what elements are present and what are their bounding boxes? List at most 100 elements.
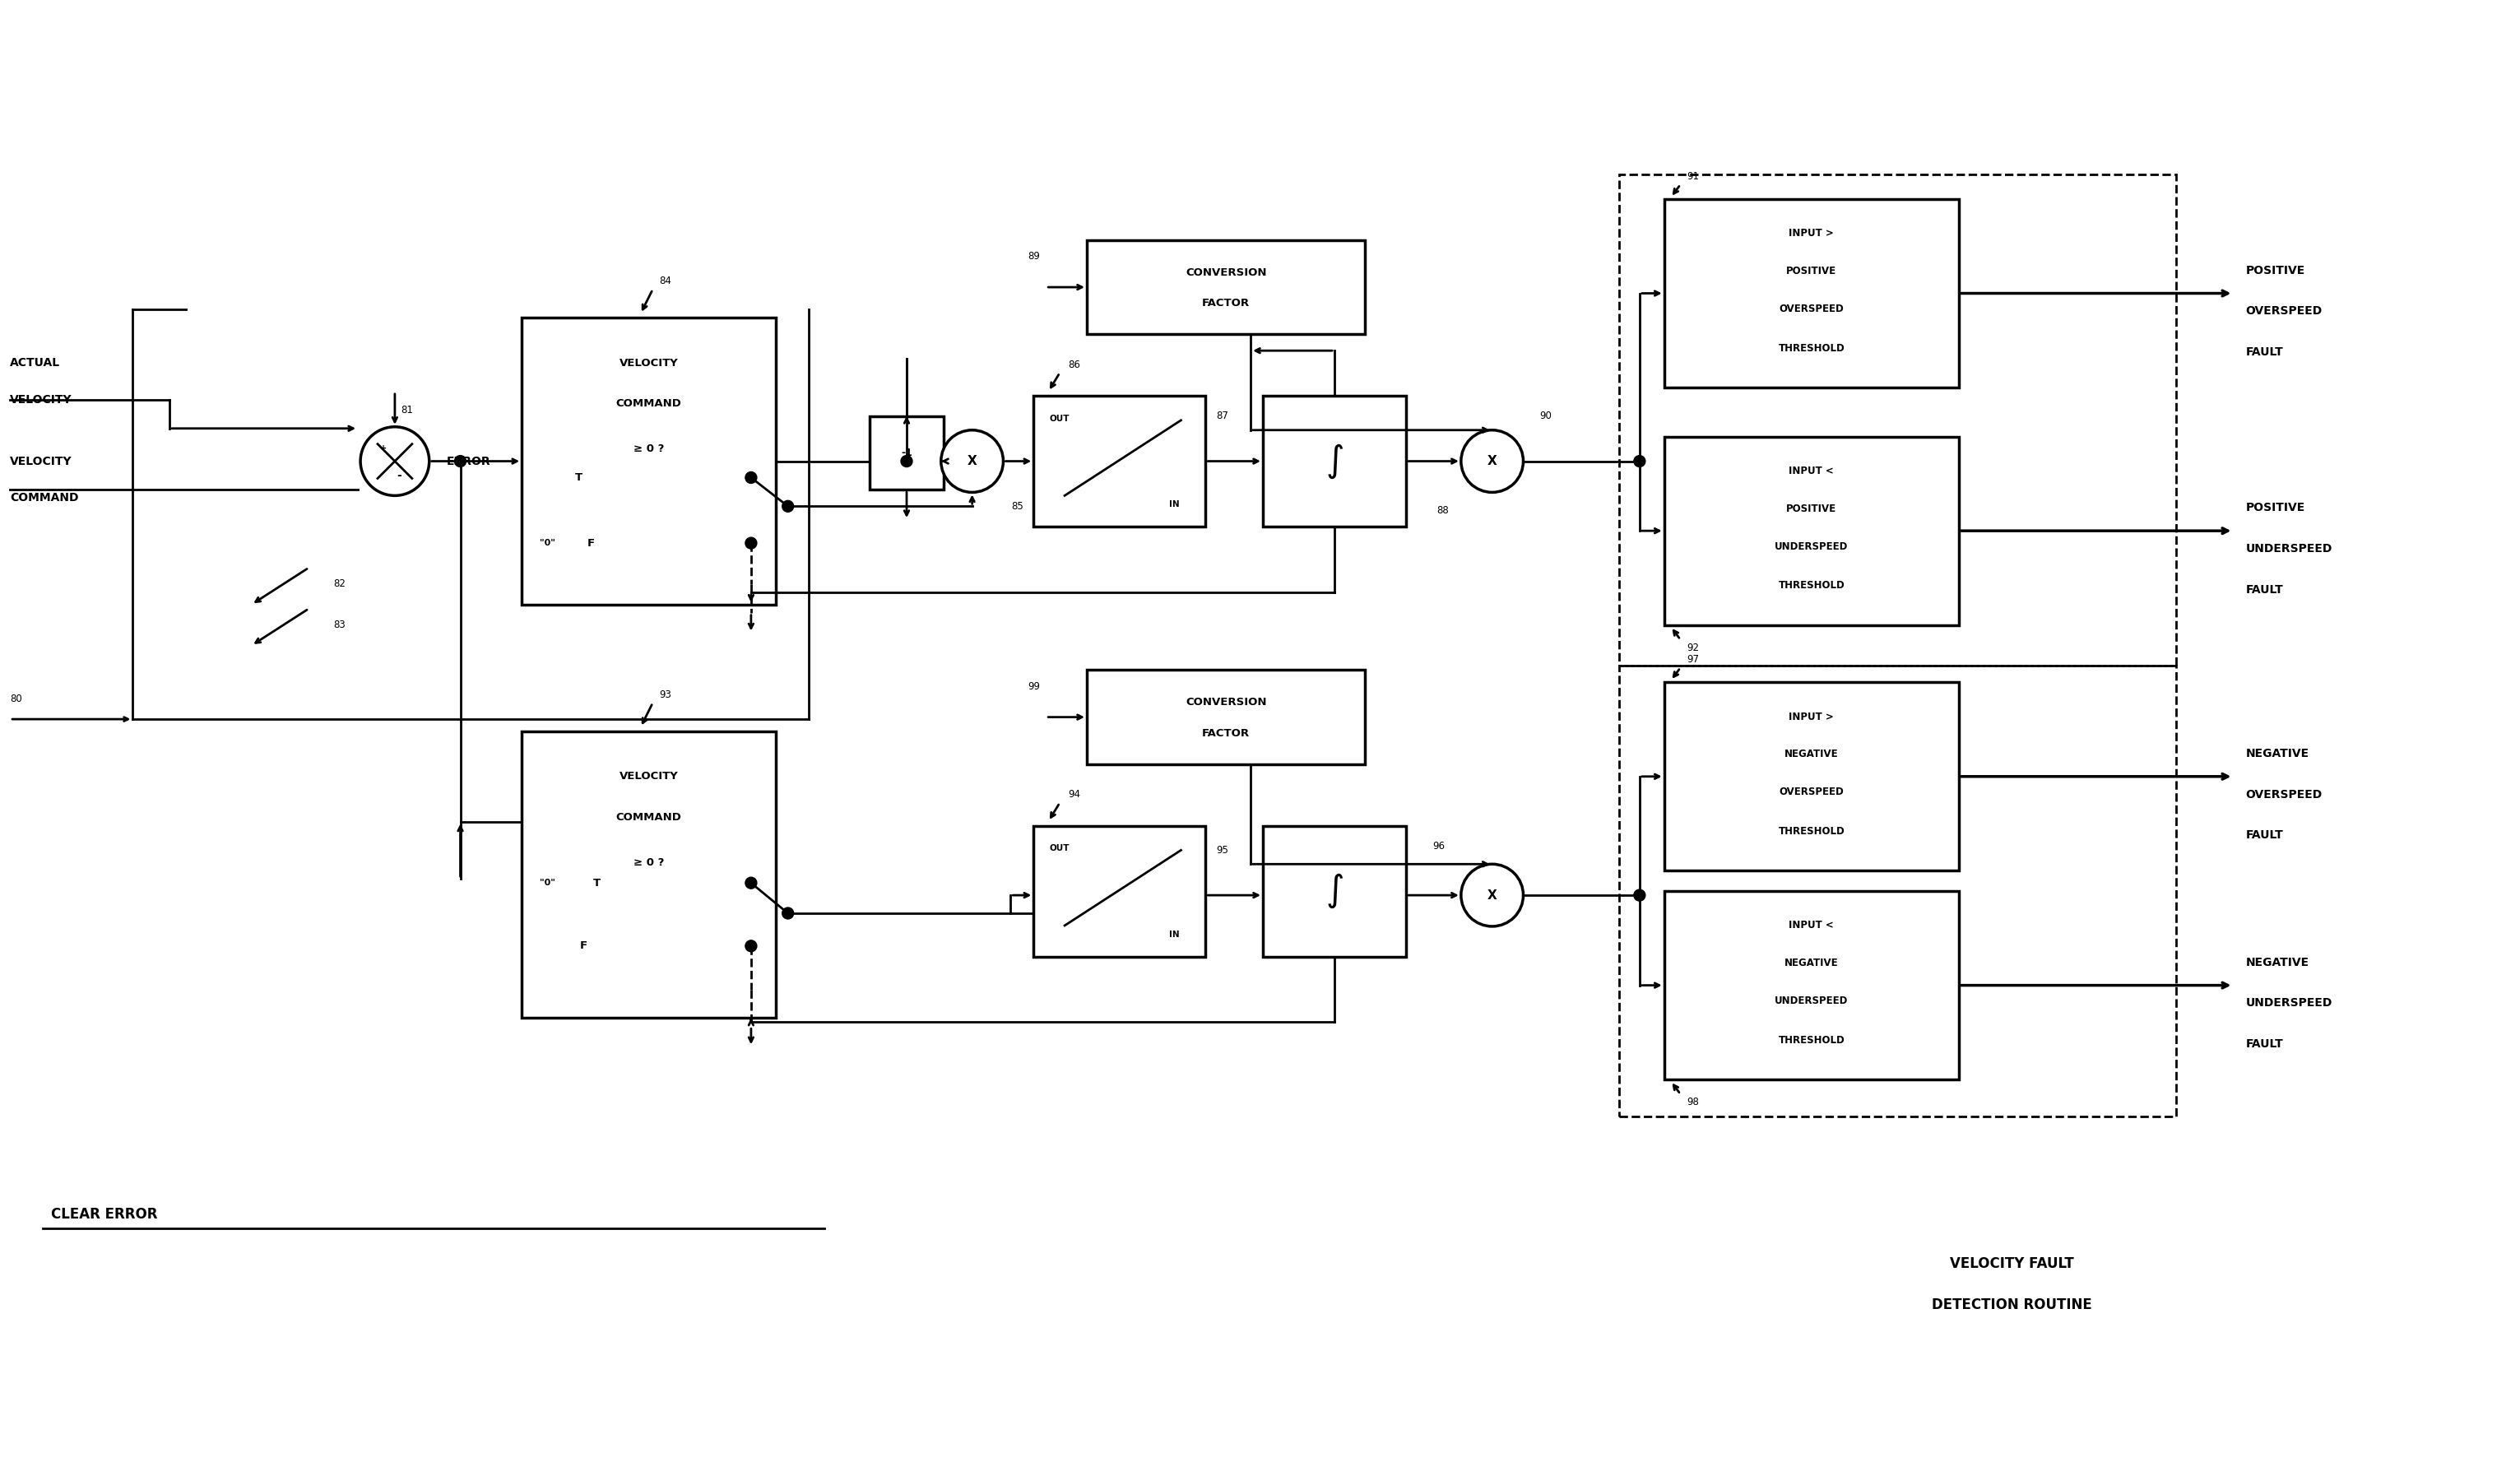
- Text: 99: 99: [1028, 680, 1041, 692]
- Text: THRESHOLD: THRESHOLD: [1779, 580, 1845, 590]
- Text: VELOCITY FAULT: VELOCITY FAULT: [1950, 1256, 2074, 1271]
- Text: FAULT: FAULT: [2245, 584, 2283, 595]
- Text: COMMAND: COMMAND: [10, 493, 78, 503]
- Text: $\int$: $\int$: [1326, 872, 1343, 911]
- Circle shape: [1462, 863, 1522, 927]
- Text: 93: 93: [658, 689, 670, 700]
- Text: 94: 94: [1068, 790, 1081, 800]
- Text: $\int$: $\int$: [1326, 443, 1343, 480]
- Text: 97: 97: [1686, 654, 1698, 664]
- Text: OVERSPEED: OVERSPEED: [2245, 788, 2323, 800]
- Bar: [1663, 892, 1958, 1079]
- Text: 88: 88: [1436, 505, 1449, 515]
- Text: 84: 84: [658, 276, 670, 286]
- Text: POSITIVE: POSITIVE: [1787, 503, 1837, 514]
- Text: CLEAR ERROR: CLEAR ERROR: [50, 1207, 156, 1222]
- Text: 83: 83: [333, 620, 345, 630]
- Text: 81: 81: [401, 404, 413, 416]
- Text: VELOCITY: VELOCITY: [10, 456, 73, 466]
- Text: 89: 89: [1028, 251, 1041, 261]
- Text: OUT: OUT: [1051, 415, 1071, 422]
- Text: OVERSPEED: OVERSPEED: [2245, 306, 2323, 317]
- Text: 90: 90: [1540, 410, 1552, 422]
- Text: DETECTION ROUTINE: DETECTION ROUTINE: [1933, 1297, 2092, 1312]
- Text: T: T: [575, 472, 582, 483]
- Text: THRESHOLD: THRESHOLD: [1779, 827, 1845, 837]
- Bar: [1263, 396, 1406, 527]
- Text: COMMAND: COMMAND: [615, 812, 680, 822]
- Text: VELOCITY: VELOCITY: [620, 770, 678, 782]
- Text: OVERSPEED: OVERSPEED: [1779, 304, 1845, 314]
- Text: IN: IN: [1169, 500, 1179, 509]
- Text: UNDERSPEED: UNDERSPEED: [1774, 542, 1847, 552]
- Bar: [1618, 174, 2175, 666]
- Text: X: X: [1487, 455, 1497, 468]
- Text: INPUT <: INPUT <: [1789, 466, 1835, 477]
- Bar: [1263, 825, 1406, 956]
- Text: FAULT: FAULT: [2245, 347, 2283, 359]
- Circle shape: [1462, 430, 1522, 493]
- Text: NEGATIVE: NEGATIVE: [2245, 956, 2308, 968]
- Text: NEGATIVE: NEGATIVE: [1784, 748, 1840, 760]
- Text: VELOCITY: VELOCITY: [10, 394, 73, 406]
- Text: NEGATIVE: NEGATIVE: [1784, 958, 1840, 968]
- Bar: [1663, 199, 1958, 388]
- Text: VELOCITY: VELOCITY: [620, 357, 678, 369]
- Text: FACTOR: FACTOR: [1202, 728, 1250, 739]
- Text: "0": "0": [539, 539, 554, 548]
- Bar: [1033, 825, 1205, 956]
- Text: -: -: [396, 471, 401, 481]
- Text: 92: 92: [1686, 642, 1698, 654]
- Text: 86: 86: [1068, 359, 1081, 370]
- Circle shape: [360, 427, 428, 496]
- Bar: [1663, 437, 1958, 624]
- Text: X: X: [968, 455, 978, 468]
- Text: THRESHOLD: THRESHOLD: [1779, 1035, 1845, 1045]
- Text: UNDERSPEED: UNDERSPEED: [2245, 998, 2331, 1010]
- Circle shape: [454, 456, 466, 466]
- Text: OVERSPEED: OVERSPEED: [1779, 787, 1845, 797]
- Text: THRESHOLD: THRESHOLD: [1779, 342, 1845, 354]
- Text: OUT: OUT: [1051, 844, 1071, 853]
- Text: 82: 82: [333, 579, 345, 589]
- Text: F: F: [580, 940, 587, 952]
- Text: ACTUAL: ACTUAL: [10, 357, 60, 369]
- Circle shape: [746, 537, 756, 549]
- Text: CONVERSION: CONVERSION: [1184, 697, 1268, 707]
- Bar: [1663, 682, 1958, 871]
- Text: NEGATIVE: NEGATIVE: [2245, 748, 2308, 759]
- Circle shape: [940, 430, 1003, 493]
- Circle shape: [781, 500, 794, 512]
- Text: POSITIVE: POSITIVE: [1787, 266, 1837, 276]
- Text: 87: 87: [1215, 410, 1227, 422]
- Bar: [1086, 670, 1366, 765]
- Circle shape: [1633, 456, 1646, 466]
- Text: POSITIVE: POSITIVE: [2245, 264, 2306, 276]
- Text: FAULT: FAULT: [2245, 1039, 2283, 1049]
- Text: COMMAND: COMMAND: [615, 399, 680, 409]
- Circle shape: [781, 908, 794, 920]
- Circle shape: [1633, 890, 1646, 900]
- Circle shape: [746, 940, 756, 952]
- Bar: [522, 732, 776, 1018]
- Bar: [869, 416, 942, 490]
- Bar: [1618, 666, 2175, 1116]
- Text: ≥ 0 ?: ≥ 0 ?: [633, 444, 665, 455]
- Text: T: T: [592, 878, 600, 889]
- Text: FACTOR: FACTOR: [1202, 298, 1250, 308]
- Bar: [1086, 241, 1366, 334]
- Text: 98: 98: [1686, 1097, 1698, 1108]
- Text: 80: 80: [10, 694, 23, 704]
- Text: 85: 85: [1011, 500, 1023, 512]
- Text: CONVERSION: CONVERSION: [1184, 267, 1268, 277]
- Text: ERROR: ERROR: [446, 456, 491, 466]
- Bar: [522, 317, 776, 605]
- Circle shape: [746, 877, 756, 889]
- Text: POSITIVE: POSITIVE: [2245, 502, 2306, 514]
- Text: "0": "0": [539, 878, 554, 887]
- Circle shape: [902, 456, 912, 466]
- Text: INPUT >: INPUT >: [1789, 229, 1835, 239]
- Text: 96: 96: [1434, 841, 1444, 852]
- Text: 91: 91: [1686, 171, 1698, 182]
- Text: +: +: [381, 444, 386, 452]
